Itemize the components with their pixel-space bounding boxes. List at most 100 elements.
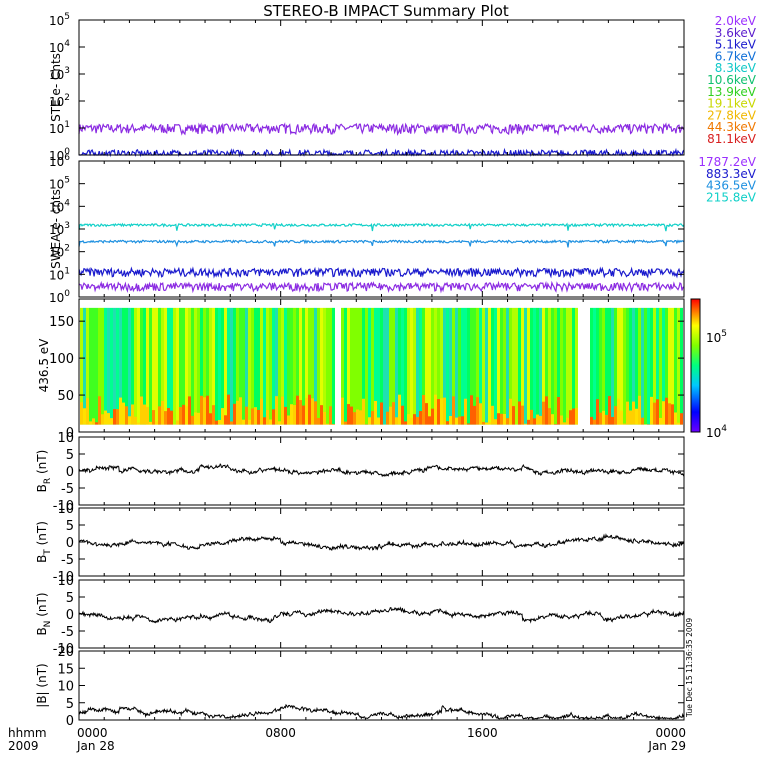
x-axis-left-label: hhmm	[8, 726, 47, 740]
spectrogram-hot-cell	[317, 417, 320, 425]
spectrogram-hot-cell	[410, 417, 413, 425]
spectrogram-hot-cell	[215, 420, 218, 425]
spectrogram-column	[203, 307, 206, 425]
spectrogram-hot-cell	[431, 408, 434, 425]
spectrogram-hot-cell	[275, 396, 278, 425]
spectrogram-column	[617, 307, 620, 425]
spectrogram-column	[341, 307, 344, 425]
spectrogram-hot-cell	[419, 411, 422, 425]
spectrogram-column	[542, 307, 545, 425]
spectrogram-column	[611, 307, 614, 425]
spectrogram-hot-cell	[554, 424, 557, 425]
y-tick-base: 10	[49, 149, 64, 163]
colorbar-label: 105	[706, 329, 727, 345]
y-tick-label: 10	[57, 502, 74, 517]
spectrogram-hot-cell	[545, 396, 548, 425]
spectrogram-hot-cell	[80, 402, 83, 425]
spectrogram-hot-cell	[209, 413, 212, 425]
spectrogram-column	[125, 307, 128, 425]
spectrogram-column	[485, 307, 488, 425]
spectrogram-hot-cell	[401, 405, 404, 425]
legend-entry: 10.6keV	[707, 73, 757, 87]
spectrogram-hot-cell	[95, 422, 98, 425]
spectrogram-column	[101, 307, 104, 425]
spectrogram-column	[194, 307, 197, 425]
spectrogram-column	[326, 307, 329, 425]
spectrogram-hot-cell	[197, 412, 200, 425]
spectrogram-column	[80, 307, 83, 425]
spectrogram-hot-cell	[536, 414, 539, 425]
spectrogram-hot-cell	[182, 404, 185, 425]
spectrogram-column	[128, 307, 131, 425]
spectrogram-hot-cell	[398, 394, 401, 425]
spectrogram-column	[110, 307, 113, 425]
spectrogram-column	[662, 307, 665, 425]
spectrogram-column	[362, 307, 365, 425]
spectrogram-hot-cell	[251, 408, 254, 425]
spectrogram-hot-cell	[203, 397, 206, 425]
y-tick-label: 0	[66, 608, 74, 623]
spectrogram-hot-cell	[161, 400, 164, 425]
spectrogram-hot-cell	[524, 423, 527, 425]
spectrogram-column	[494, 307, 497, 425]
spectrogram-column	[461, 307, 464, 425]
x-axis-left-label: 2009	[8, 739, 39, 753]
spectrogram-column	[443, 307, 446, 425]
y-label-main: B	[35, 484, 49, 492]
spectrogram-hot-cell	[332, 424, 335, 425]
spectrogram-hot-cell	[257, 409, 260, 425]
spectrogram-column	[179, 307, 182, 425]
spectrogram-hot-cell	[518, 401, 521, 425]
spectrogram-column	[647, 307, 650, 425]
spectrogram-hot-cell	[359, 410, 362, 425]
spectrogram-hot-cell	[119, 397, 122, 425]
spectrogram-column	[428, 307, 431, 425]
spectrogram-hot-cell	[374, 400, 377, 425]
spectrogram-column	[524, 307, 527, 425]
spectrogram-hot-cell	[530, 409, 533, 425]
spectrogram-column	[518, 307, 521, 425]
legend-entry: 883.3eV	[706, 167, 757, 181]
spectrogram-hot-cell	[452, 396, 455, 425]
spectrogram-column	[113, 307, 116, 425]
y-axis-label: SWEA e- cnts	[49, 189, 63, 269]
spectrogram-column	[530, 307, 533, 425]
y-tick-exponent: 1	[64, 120, 70, 130]
spectrogram-column	[605, 307, 608, 425]
y-tick-label: -10	[53, 570, 74, 585]
spectrogram-column	[254, 307, 257, 425]
spectrogram-hot-cell	[125, 406, 128, 425]
spectrogram-column	[161, 307, 164, 425]
spectrogram-column	[650, 307, 653, 425]
spectrogram-hot-cell	[107, 413, 110, 425]
spectrogram-hot-cell	[305, 398, 308, 425]
spectrogram-column	[107, 307, 110, 425]
spectrogram-hot-cell	[569, 410, 572, 425]
legend-entry: 436.5eV	[706, 179, 757, 193]
spectrogram-column	[215, 307, 218, 425]
spectrogram-column	[248, 307, 251, 425]
spectrogram-column	[590, 307, 593, 425]
spectrogram-hot-cell	[272, 409, 275, 425]
x-tick-label: 1600	[467, 726, 498, 740]
spectrogram-hot-cell	[116, 409, 119, 425]
spectrogram-hot-cell	[479, 403, 482, 425]
spectrogram-hot-cell	[488, 422, 491, 425]
spectrogram-hot-cell	[155, 421, 158, 425]
y-tick-label: 0	[66, 536, 74, 551]
spectrogram-column	[371, 307, 374, 425]
y-label-unit: (nT)	[35, 450, 49, 478]
spectrogram-hot-cell	[179, 407, 182, 425]
spectrogram-hot-cell	[368, 417, 371, 425]
spectrogram-hot-cell	[500, 413, 503, 425]
spectrogram-hot-cell	[290, 404, 293, 425]
spectrogram-hot-cell	[677, 422, 680, 425]
spectrogram-column	[656, 307, 659, 425]
spectrogram-column	[608, 307, 611, 425]
spectrogram-hot-cell	[596, 399, 599, 425]
field-line	[78, 606, 685, 624]
y-tick-label: 104	[49, 39, 70, 55]
spectrogram-column	[251, 307, 254, 425]
spectrogram-hot-cell	[623, 423, 626, 425]
x-tick-date-label: Jan 28	[76, 739, 115, 753]
